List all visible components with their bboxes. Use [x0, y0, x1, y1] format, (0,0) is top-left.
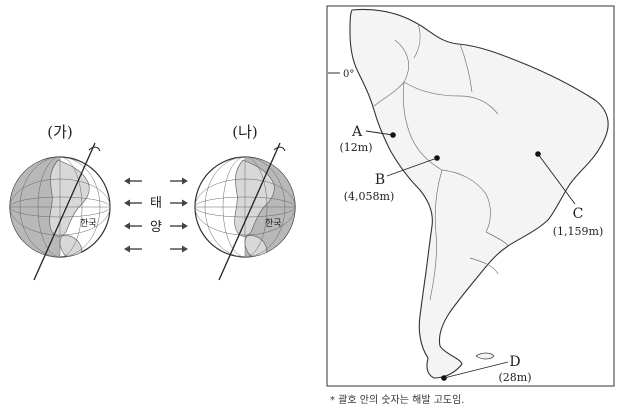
label-na: (나) — [232, 123, 258, 141]
south-america-outline — [349, 9, 609, 379]
equator-label: 0° — [343, 69, 354, 80]
globe-ga: 한국 — [9, 142, 111, 281]
point-a-letter: A — [351, 124, 363, 140]
sun-arrows-left — [124, 177, 142, 253]
falkland-islands — [475, 352, 495, 360]
country-borders — [373, 23, 509, 301]
korea-label-na: 한국 — [265, 218, 282, 229]
map-footnote: * 괄호 안의 숫자는 해발 고도임. — [330, 395, 465, 406]
map-point-d: D (28m) — [441, 354, 532, 384]
map-point-b: B (4,058m) — [344, 155, 440, 203]
earth-axis-na — [218, 142, 281, 281]
point-a-elevation: (12m) — [339, 141, 372, 154]
map-point-a: A (12m) — [339, 124, 396, 154]
sun-label-1: 태 — [150, 196, 162, 211]
globe-na: 한국 — [194, 142, 296, 281]
korea-label-ga: 한국 — [80, 218, 97, 229]
label-ga: (가) — [47, 123, 73, 141]
earth-axis-ga — [33, 142, 96, 281]
point-b-elevation: (4,058m) — [344, 190, 395, 203]
point-d-elevation: (28m) — [498, 371, 531, 384]
point-d-letter: D — [509, 354, 520, 370]
point-c-letter: C — [573, 206, 584, 222]
point-c-elevation: (1,159m) — [553, 225, 604, 238]
sun-label-2: 양 — [150, 220, 162, 235]
map-point-c: C (1,159m) — [535, 151, 603, 238]
point-b-letter: B — [375, 172, 385, 188]
sun-arrows-right — [170, 177, 188, 253]
